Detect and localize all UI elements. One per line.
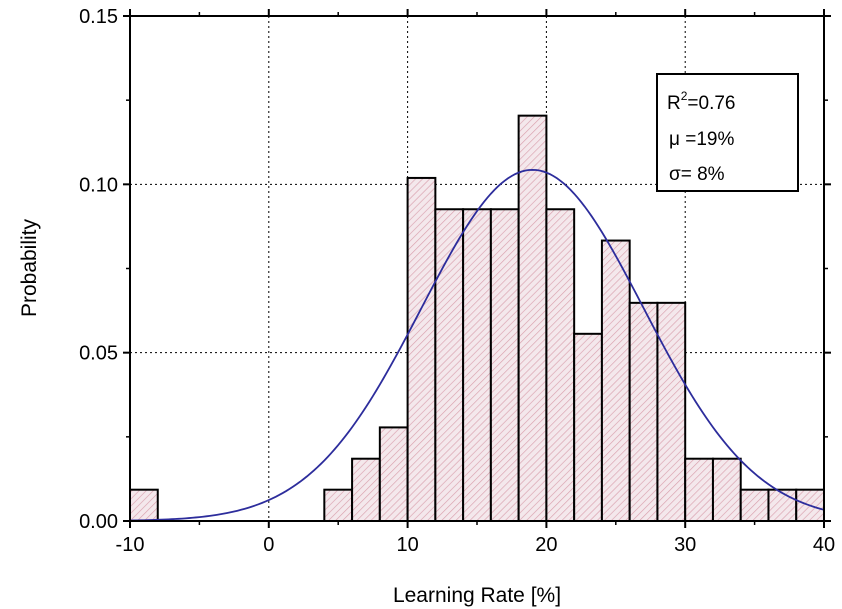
stats-box-frame [656,73,799,192]
histogram-bars [129,114,825,523]
histogram-bar [767,488,798,523]
axis-ticks [123,9,831,528]
histogram-bar [628,301,659,522]
histogram-bar [573,332,603,522]
x-tick-label: -10 [116,534,145,556]
y-tick-label: 0.05 [79,343,118,365]
histogram-bar [684,457,714,523]
mu-label: μ =19% [669,129,734,150]
x-tick-label: 30 [674,534,696,556]
histogram-bar [129,488,159,523]
gaussian-fit-line [130,168,824,521]
histogram-bar [517,114,548,523]
histogram-bar [406,176,437,522]
y-tick-label: 0.15 [79,6,118,28]
gaussian-fit-curve [130,168,824,521]
sigma-label: σ= 8% [669,164,725,185]
histogram-bar [323,488,354,523]
histogram-bar [545,208,576,522]
x-tick-label: 40 [813,534,835,556]
r-squared-label: R2=0.76 [667,89,736,114]
histogram-bar [434,208,465,522]
x-tick-label: 10 [396,534,418,556]
x-axis-label: Learning Rate [%] [393,584,561,607]
y-tick-labels: 0.00 0.05 0.10 0.15 [79,6,118,533]
histogram-bar [489,208,520,522]
histogram-bar [351,457,381,523]
histogram-bar [462,208,492,522]
histogram-bar [656,301,687,522]
y-tick-label: 0.10 [79,174,118,196]
x-tick-labels: -10 0 10 20 30 40 [116,534,836,556]
histogram-bar [739,488,770,523]
x-tick-label: 0 [263,534,274,556]
histogram-bar [711,457,742,523]
x-tick-label: 20 [535,534,557,556]
y-tick-label: 0.00 [79,511,118,533]
y-axis-label: Probability [18,218,41,317]
stats-box: R2=0.76 μ =19% σ= 8% [656,73,799,192]
histogram-bar [600,239,631,522]
histogram-bar [378,426,409,523]
